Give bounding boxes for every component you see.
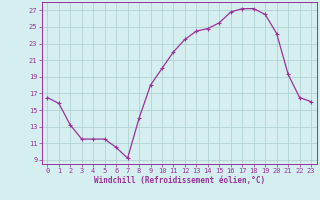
X-axis label: Windchill (Refroidissement éolien,°C): Windchill (Refroidissement éolien,°C) [94,176,265,185]
